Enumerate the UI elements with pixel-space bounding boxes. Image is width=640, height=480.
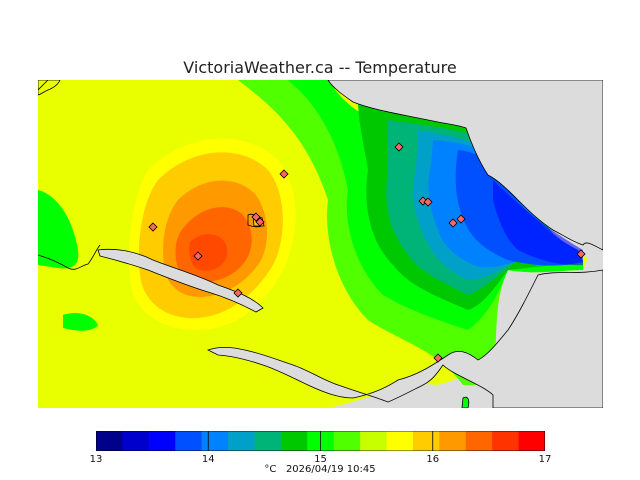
colorbar-cell — [254, 431, 282, 451]
colorbar-cell — [201, 431, 229, 451]
temperature-map — [38, 80, 603, 408]
station-marker — [148, 222, 158, 232]
station-marker — [193, 251, 203, 261]
map-title: VictoriaWeather.ca -- Temperature — [183, 58, 457, 77]
colorbar-cell — [280, 431, 308, 451]
colorbar-cell — [412, 431, 440, 451]
colorbar-cell — [439, 431, 467, 451]
colorbar-cell — [492, 431, 520, 451]
colorbar-cell — [465, 431, 493, 451]
colorbar-cell — [228, 431, 255, 451]
station-marker — [448, 218, 458, 228]
island — [461, 396, 470, 408]
colorbar-tick-label: 17 — [538, 454, 552, 465]
colorbar-cell — [518, 431, 545, 451]
colorbar-cell — [360, 431, 388, 451]
colorbar-cell — [148, 431, 176, 451]
colorbar-caption: °C 2026/04/19 10:45 — [0, 464, 640, 475]
land-mask — [38, 80, 603, 408]
colorbar-tick-label: 13 — [89, 454, 103, 465]
colorbar-cell — [333, 431, 361, 451]
colorbar-tick-label: 14 — [201, 454, 215, 465]
colorbar-cell — [386, 431, 414, 451]
station-marker — [423, 197, 433, 207]
station-marker — [255, 217, 265, 227]
station-marker — [456, 214, 466, 224]
station-marker — [433, 353, 443, 363]
colorbar — [96, 431, 545, 451]
colorbar-cell — [175, 431, 203, 451]
timestamp: 2026/04/19 10:45 — [285, 464, 376, 475]
station-marker — [251, 212, 261, 222]
station-marker — [576, 249, 586, 259]
station-marker — [394, 142, 404, 152]
colorbar-tick-label: 16 — [426, 454, 440, 465]
colorbar-tick-label: 15 — [314, 454, 327, 465]
unit-label: °C — [264, 464, 277, 475]
station-markers — [148, 142, 586, 363]
station-marker — [233, 288, 243, 298]
colorbar-cell — [96, 431, 123, 451]
station-marker — [279, 169, 289, 179]
colorbar-cell — [122, 431, 150, 451]
